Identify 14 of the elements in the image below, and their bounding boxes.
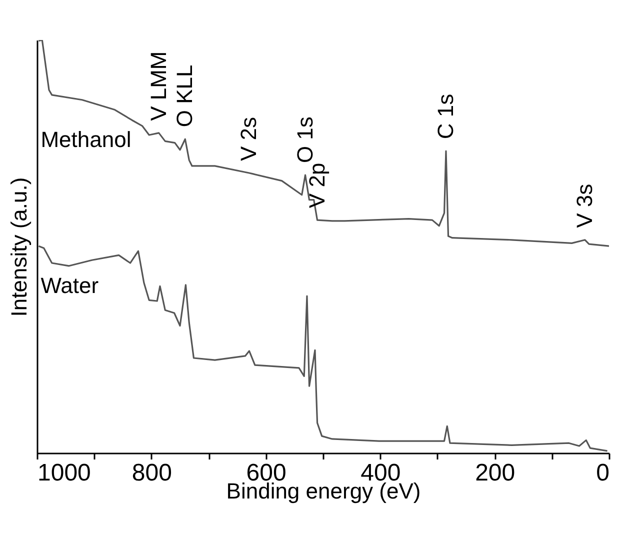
annotation: O KLL — [172, 64, 198, 128]
annotation: V 2p — [304, 162, 330, 208]
series-label: Methanol — [40, 127, 132, 152]
annotation: V 3s — [572, 184, 597, 228]
x-tick-label: 0 — [596, 460, 610, 486]
y-axis-title: Intensity (a.u.) — [6, 177, 32, 317]
x-tick-label: 800 — [132, 460, 172, 486]
x-tick-label: 200 — [475, 460, 516, 486]
series-label: Water — [40, 272, 99, 298]
annotation: V 2s — [236, 116, 262, 161]
annotation: O 1s — [292, 116, 318, 164]
annotation: C 1s — [432, 94, 458, 140]
annotation: V LMM — [146, 51, 171, 121]
x-tick-label: 1000 — [38, 460, 91, 486]
